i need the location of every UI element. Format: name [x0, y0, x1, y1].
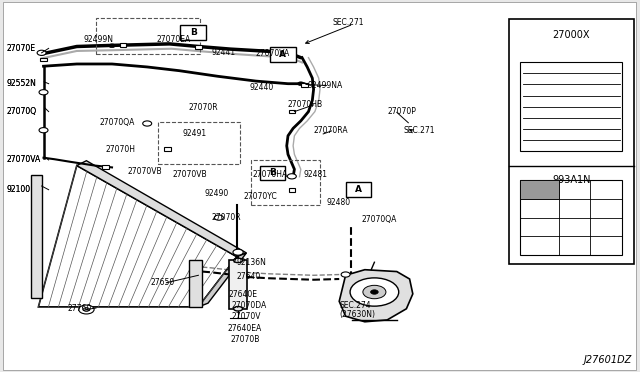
Text: 27070E: 27070E: [6, 44, 35, 53]
Text: 27640EA: 27640EA: [227, 324, 262, 333]
Ellipse shape: [234, 258, 243, 263]
Text: 92499N: 92499N: [83, 35, 113, 44]
Text: 92100: 92100: [6, 185, 31, 194]
Circle shape: [37, 50, 46, 55]
Ellipse shape: [234, 307, 243, 311]
Text: 27070P: 27070P: [387, 107, 416, 116]
Bar: [289, 188, 295, 192]
Polygon shape: [77, 161, 246, 257]
Text: 27640: 27640: [237, 272, 261, 280]
Bar: [260, 166, 285, 180]
Bar: [270, 47, 296, 62]
Text: 27070DA: 27070DA: [232, 301, 267, 310]
Bar: [180, 25, 206, 40]
Bar: [195, 45, 202, 49]
Text: 27070YC: 27070YC: [243, 192, 277, 201]
Bar: [509, 19, 634, 264]
Text: 27070VA: 27070VA: [256, 49, 291, 58]
Text: A: A: [280, 50, 286, 59]
Text: 27070Q: 27070Q: [6, 107, 36, 116]
Text: 92552N: 92552N: [6, 79, 36, 88]
Circle shape: [109, 44, 115, 48]
Text: 27650: 27650: [150, 278, 175, 287]
Text: 92481: 92481: [304, 170, 328, 179]
Bar: [289, 110, 295, 113]
Text: 92100: 92100: [6, 185, 31, 194]
Text: 27070R: 27070R: [189, 103, 218, 112]
Circle shape: [83, 308, 90, 311]
Text: 27070Q: 27070Q: [6, 107, 36, 116]
Bar: [301, 83, 308, 87]
Bar: [31, 175, 42, 298]
Circle shape: [143, 121, 152, 126]
Text: 27070H: 27070H: [106, 145, 136, 154]
Bar: [251, 160, 320, 205]
Text: 27070EA: 27070EA: [157, 35, 191, 44]
Text: 27070B: 27070B: [230, 335, 260, 344]
Bar: [346, 182, 371, 197]
Text: (27630N): (27630N): [339, 310, 375, 319]
Circle shape: [233, 249, 243, 255]
Text: 27070VA: 27070VA: [6, 155, 41, 164]
Bar: [189, 260, 202, 307]
Text: 27070RA: 27070RA: [314, 126, 348, 135]
Text: 27070VB: 27070VB: [173, 170, 207, 179]
Polygon shape: [198, 253, 246, 307]
Text: B: B: [190, 28, 196, 37]
Text: 993A1N: 993A1N: [552, 175, 591, 185]
Text: 27070QA: 27070QA: [99, 118, 134, 127]
Circle shape: [214, 215, 223, 220]
Text: SEC.274: SEC.274: [339, 301, 371, 310]
Text: 27070VA: 27070VA: [6, 155, 41, 164]
Bar: [40, 58, 47, 61]
Text: 27070R: 27070R: [211, 213, 241, 222]
Text: 27070E: 27070E: [6, 44, 35, 53]
Circle shape: [79, 305, 94, 314]
Text: 92136N: 92136N: [237, 258, 267, 267]
Circle shape: [341, 272, 350, 277]
Text: 92490: 92490: [205, 189, 229, 198]
Circle shape: [287, 174, 296, 179]
Bar: [158, 122, 240, 164]
Text: 92441: 92441: [211, 48, 236, 57]
Text: 27640E: 27640E: [228, 290, 257, 299]
Text: 27070HA: 27070HA: [253, 170, 288, 179]
Text: B: B: [269, 169, 276, 177]
Text: 92552N: 92552N: [6, 79, 36, 88]
Text: 27000X: 27000X: [552, 31, 590, 40]
Bar: [229, 260, 247, 309]
Text: 27070VB: 27070VB: [128, 167, 163, 176]
Bar: [96, 18, 200, 54]
Text: 92491: 92491: [182, 129, 207, 138]
Bar: [102, 165, 109, 169]
Text: 27070V: 27070V: [232, 312, 261, 321]
Polygon shape: [38, 166, 237, 307]
Bar: [520, 180, 559, 199]
Polygon shape: [339, 270, 413, 322]
Text: 92480: 92480: [326, 198, 351, 207]
Text: SEC.271: SEC.271: [403, 126, 435, 135]
Bar: [520, 62, 622, 151]
Circle shape: [298, 82, 304, 86]
Circle shape: [350, 278, 399, 306]
Circle shape: [371, 290, 378, 294]
Text: SEC.271: SEC.271: [333, 18, 364, 27]
Text: 27070QA: 27070QA: [362, 215, 397, 224]
Bar: [164, 147, 171, 151]
Text: 27070HB: 27070HB: [288, 100, 323, 109]
Bar: [520, 180, 622, 255]
Circle shape: [39, 128, 48, 133]
Circle shape: [363, 285, 386, 299]
Circle shape: [39, 90, 48, 95]
Text: 92440: 92440: [250, 83, 274, 92]
Text: A: A: [355, 185, 362, 194]
Text: J27601DZ: J27601DZ: [584, 355, 632, 365]
Bar: [120, 43, 126, 47]
Text: 92499NA: 92499NA: [307, 81, 342, 90]
Text: 27760: 27760: [67, 304, 92, 312]
